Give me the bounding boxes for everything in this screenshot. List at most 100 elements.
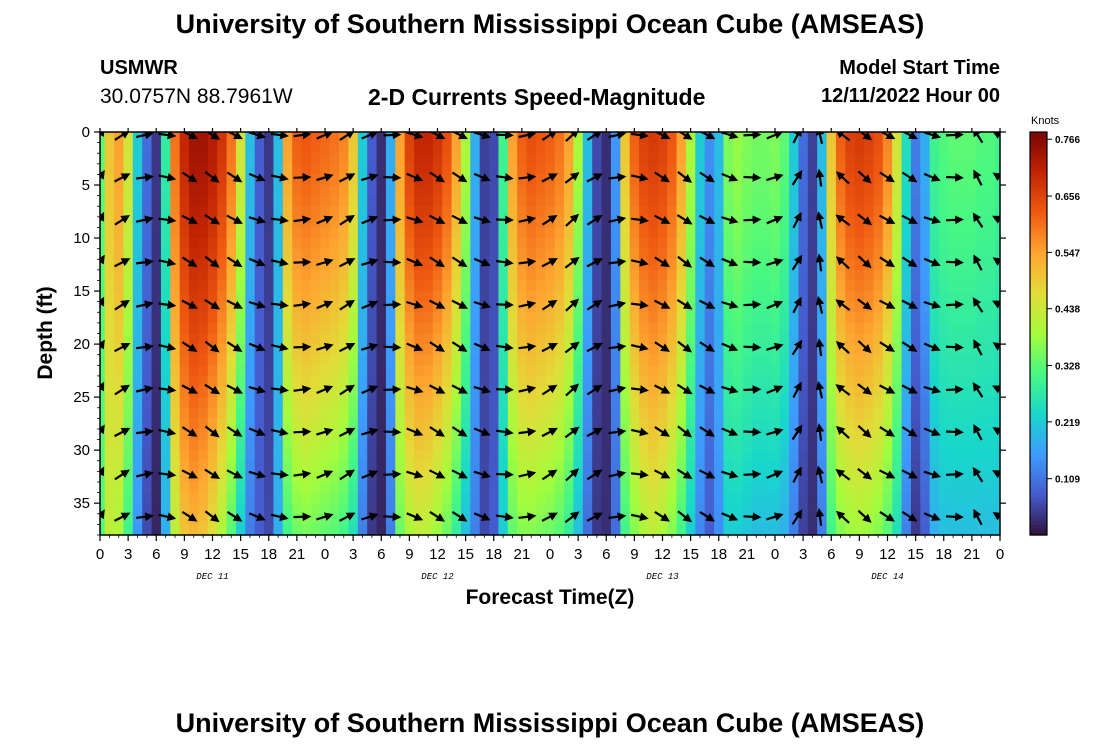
heatmap-cell — [807, 269, 818, 282]
heatmap-cell — [526, 439, 537, 451]
heatmap-cell — [789, 248, 800, 260]
heatmap-cell — [732, 248, 743, 260]
heatmap-cell — [264, 269, 275, 282]
current-vector-arrow — [518, 512, 537, 522]
heatmap-cell — [845, 333, 856, 345]
heatmap-cell — [329, 333, 340, 345]
heatmap-cell — [957, 481, 968, 494]
heatmap-cell — [648, 259, 659, 271]
heatmap-cell — [507, 291, 518, 303]
heatmap-cell — [985, 503, 996, 515]
heatmap-cell — [732, 397, 743, 409]
heatmap-cell — [770, 481, 781, 494]
heatmap-cell — [339, 354, 350, 366]
heatmap-cell — [545, 375, 556, 388]
colorbar-segment — [1030, 289, 1047, 294]
current-vector-arrow — [204, 425, 220, 438]
heatmap-cell — [910, 333, 921, 345]
heatmap-cell — [189, 354, 200, 366]
heatmap-cell — [826, 333, 837, 345]
heatmap-cell — [901, 291, 912, 303]
current-vector-arrow — [383, 215, 402, 225]
heatmap-cell — [751, 407, 762, 419]
heatmap-cell — [442, 418, 453, 430]
heatmap-cell — [920, 460, 931, 472]
heatmap-cell — [723, 142, 734, 154]
current-vector-arrow — [316, 258, 334, 267]
current-vector-arrow — [293, 215, 312, 225]
heatmap-cell — [985, 439, 996, 451]
y-tick-label: 35 — [73, 495, 90, 512]
heatmap-cell — [742, 185, 753, 197]
heatmap-cell — [151, 174, 162, 186]
heatmap-cell — [442, 280, 453, 292]
heatmap-cell — [245, 397, 256, 409]
current-vector-arrow — [204, 214, 221, 225]
heatmap-cell — [742, 375, 753, 388]
heatmap-cell — [667, 185, 678, 197]
heatmap-cell — [648, 513, 659, 525]
heatmap-cell — [226, 386, 237, 398]
heatmap-cell — [957, 524, 968, 535]
heatmap-cell — [882, 333, 893, 345]
heatmap-cell — [151, 513, 162, 525]
heatmap-cell — [100, 291, 106, 303]
heatmap-cell — [751, 428, 762, 441]
heatmap-cell — [235, 481, 246, 494]
heatmap-cell — [132, 322, 143, 335]
heatmap-cell — [854, 174, 865, 186]
heatmap-cell — [160, 142, 171, 154]
current-vector-arrow — [586, 342, 603, 353]
heatmap-cell — [189, 450, 200, 462]
heatmap-cell — [807, 259, 818, 271]
heatmap-cell — [864, 153, 875, 165]
heatmap-cell — [348, 206, 359, 218]
heatmap-cell — [892, 206, 903, 218]
heatmap-cell — [835, 439, 846, 451]
heatmap-cell — [854, 344, 865, 356]
colorbar-segment — [1030, 390, 1047, 395]
heatmap-cell — [892, 375, 903, 388]
heatmap-cell — [592, 397, 603, 409]
heatmap-cell — [535, 206, 546, 218]
heatmap-cell — [357, 195, 368, 207]
heatmap-cell — [254, 322, 265, 335]
heatmap-cell — [123, 238, 134, 250]
current-vector-arrow — [518, 385, 537, 394]
heatmap-cell — [320, 524, 331, 535]
colorbar-segment — [1030, 148, 1047, 153]
heatmap-cell — [742, 132, 753, 144]
heatmap-cell — [920, 238, 931, 250]
heatmap-cell — [564, 354, 575, 366]
heatmap-cell — [948, 418, 959, 430]
current-vector-arrow — [541, 512, 558, 522]
heatmap-cell — [976, 163, 987, 176]
heatmap-cell — [742, 238, 753, 250]
heatmap-cell — [667, 365, 678, 377]
heatmap-cell — [817, 471, 828, 483]
heatmap-cell — [132, 206, 143, 218]
heatmap-cell — [704, 185, 715, 197]
heatmap-cell — [629, 163, 640, 176]
heatmap-cell — [732, 206, 743, 218]
heatmap-cell — [470, 354, 481, 366]
heatmap-cell — [995, 322, 1000, 335]
heatmap-cell — [170, 185, 181, 197]
heatmap-cell — [967, 428, 978, 441]
heatmap-cell — [601, 428, 612, 441]
heatmap-cell — [601, 460, 612, 472]
heatmap-cell — [920, 354, 931, 366]
heatmap-cell — [573, 524, 584, 535]
heatmap-cell — [489, 375, 500, 388]
current-vector-arrow — [766, 173, 784, 182]
heatmap-cell — [582, 418, 593, 430]
heatmap-cell — [676, 386, 687, 398]
heatmap-cell — [545, 524, 556, 535]
heatmap-cell — [207, 163, 218, 176]
heatmap-cell — [151, 524, 162, 535]
heatmap-cell — [676, 354, 687, 366]
heatmap-cell — [629, 174, 640, 186]
heatmap-cell — [629, 301, 640, 313]
heatmap-cell — [507, 397, 518, 409]
heatmap-cell — [198, 238, 209, 250]
